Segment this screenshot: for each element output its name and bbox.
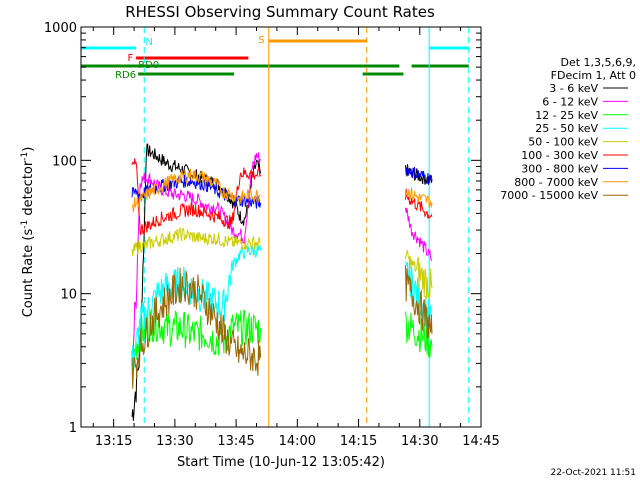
series-line-7: [405, 187, 433, 208]
legend-entry-label: 6 - 12 keV: [542, 95, 598, 108]
x-tick-label: 14:45: [462, 434, 499, 449]
x-tick-label: 14:15: [340, 434, 377, 449]
series-line-8: [405, 265, 433, 339]
legend-entry-label: 50 - 100 keV: [528, 136, 598, 149]
series-line-1: [131, 152, 261, 364]
series-line-1: [405, 207, 433, 262]
legend-header: FDecim 1, Att 0: [551, 69, 636, 82]
chart-title: RHESSI Observing Summary Count Rates: [125, 3, 435, 21]
series-line-4: [405, 250, 433, 299]
legend-entry-label: 25 - 50 keV: [535, 122, 598, 135]
flag-label-f: F: [127, 53, 133, 64]
series-line-8: [131, 267, 262, 389]
legend: Det 1,3,5,6,9,FDecim 1, Att 03 - 6 keV6 …: [500, 56, 636, 202]
legend-entry-label: 100 - 300 keV: [521, 149, 598, 162]
x-tick-label: 13:15: [95, 434, 132, 449]
series-line-0: [131, 143, 262, 421]
series-line-4: [131, 226, 261, 257]
series-line-7: [131, 168, 261, 213]
legend-entry-label: 800 - 7000 keV: [514, 176, 598, 189]
y-axis: 1 10 100 1000: [44, 21, 481, 436]
y-tick-label: 100: [52, 154, 77, 169]
legend-header: Det 1,3,5,6,9,: [560, 56, 636, 69]
x-tick-label: 14:30: [401, 434, 438, 449]
x-axis-label: Start Time (10-Jun-12 13:05:42): [177, 455, 385, 470]
y-axis-label: Count Rate (s-1 detector-1): [20, 147, 36, 318]
legend-entry-label: 3 - 6 keV: [549, 82, 598, 95]
series-line-6: [405, 166, 433, 185]
y-tick-label: 10: [60, 288, 77, 303]
footer-date: 22-Oct-2021 11:51: [551, 468, 636, 478]
series-line-5: [131, 158, 262, 236]
x-tick-label: 13:45: [217, 434, 254, 449]
x-tick-label: 14:00: [279, 434, 316, 449]
flag-label-n: N: [145, 37, 152, 48]
data-series: [131, 143, 433, 421]
x-axis: 13:15 13:30 13:45 14:00 14:15 14:30 14:45: [92, 27, 500, 449]
flag-label-rd0: RD0: [138, 60, 159, 71]
legend-entry-label: 7000 - 15000 keV: [500, 189, 598, 202]
x-tick-label: 13:30: [156, 434, 193, 449]
flag-label-s: S: [258, 35, 264, 46]
y-tick-label: 1: [69, 421, 77, 436]
y-tick-label: 1000: [44, 21, 77, 36]
legend-entry-label: 12 - 25 keV: [535, 109, 598, 122]
plot-frame: [80, 26, 482, 428]
flag-label-rd6: RD6: [115, 70, 136, 81]
legend-entry-label: 300 - 800 keV: [521, 162, 598, 175]
